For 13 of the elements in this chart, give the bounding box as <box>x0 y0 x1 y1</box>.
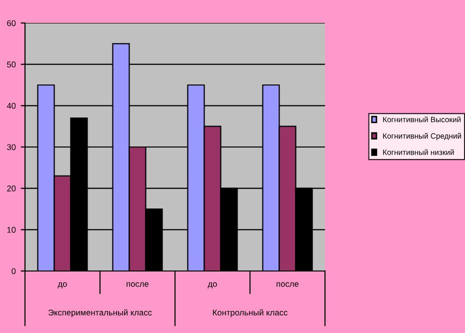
x-tick-label: после <box>276 282 299 287</box>
y-tick-label: 10 <box>7 226 16 233</box>
text: Экспериментальный класс <box>48 309 152 318</box>
x-tick-label: до <box>58 282 67 288</box>
x-tick-label: после <box>126 282 149 287</box>
x-tick-label: до <box>208 282 217 288</box>
y-tick-label: 60 <box>7 20 16 26</box>
y-tick-label: 20 <box>7 186 16 192</box>
y-tick-label: 0 <box>12 268 16 274</box>
text: Контрольный класс <box>213 309 288 318</box>
y-tick-label: 50 <box>7 62 16 68</box>
y-tick-label: 40 <box>6 102 16 109</box>
y-tick-label: 30 <box>7 144 16 150</box>
